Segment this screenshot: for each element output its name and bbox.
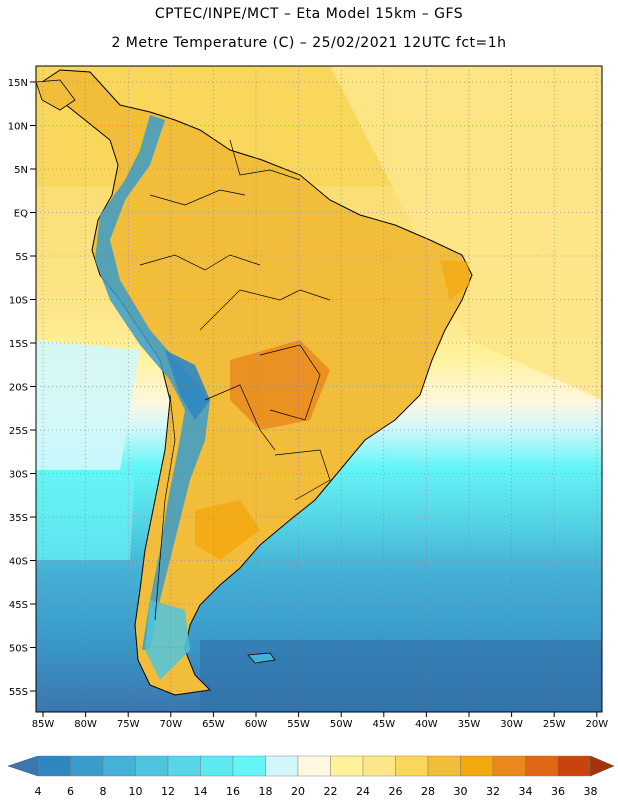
lon-label: 45W [372, 719, 395, 730]
country-borders [139, 139, 331, 621]
lon-label: 80W [74, 719, 97, 730]
lat-label: 45S [9, 600, 28, 611]
latitude-labels: 15N 10N 5N EQ 5S 10S 15S 20S 25S 30S 35S 40S 45S 50S 5… [8, 78, 36, 698]
lon-label: 30W [500, 719, 523, 730]
lat-label: 5S [15, 252, 28, 263]
colorbar-tick-label: 32 [486, 785, 500, 798]
colorbar-tick-label: 28 [421, 785, 435, 798]
colorbar-tick-label: 10 [129, 785, 143, 798]
colorbar-tick-label: 38 [584, 785, 598, 798]
colorbar-ticks: 4 6 8 10 12 14 16 18 20 22 24 26 28 30 32 34 36 38 [35, 785, 598, 798]
colorbar-bin [330, 755, 364, 777]
lat-label: 35S [9, 513, 28, 524]
colorbar-tick-label: 12 [161, 785, 175, 798]
colorbar-tick-label: 8 [100, 785, 107, 798]
colorbar-tick-label: 4 [35, 785, 42, 798]
lat-label: 10N [8, 122, 28, 133]
lat-label: 25S [9, 426, 28, 437]
colorbar-tick-label: 14 [194, 785, 208, 798]
pacific-cool [36, 340, 140, 470]
colorbar-bin [70, 755, 104, 777]
hot-spot-northeast [440, 260, 470, 300]
colorbar-bin [460, 755, 494, 777]
map-field [36, 66, 602, 712]
colorbar-tick-label: 6 [67, 785, 74, 798]
colorbar-tick-label: 24 [356, 785, 370, 798]
colorbar-bin [102, 755, 136, 777]
colorbar-bin [135, 755, 169, 777]
colorbar-bin [37, 755, 71, 777]
lon-label: 50W [330, 719, 353, 730]
lon-label: 20W [585, 719, 608, 730]
atlantic-warm [330, 66, 602, 400]
lon-label: 55W [287, 719, 310, 730]
altiplano-cold [165, 350, 210, 420]
lon-label: 75W [117, 719, 140, 730]
falkland-islands [247, 652, 276, 664]
lat-label: 5N [14, 165, 28, 176]
colorbar-bin [297, 755, 331, 777]
patagonia-cool [145, 600, 190, 680]
colorbar-tick-label: 16 [226, 785, 240, 798]
hot-spot-center [230, 340, 330, 430]
longitude-labels: 85W 80W 75W 70W 65W 60W 55W 50W 45W 40W 35W 30W 25W 2… [32, 712, 608, 730]
lat-label: 20S [9, 383, 28, 394]
lat-label: 40S [9, 557, 28, 568]
lat-label: 15N [8, 78, 28, 89]
lon-label: 85W [32, 719, 55, 730]
colorbar-bin [265, 755, 299, 777]
lat-label: EQ [14, 209, 28, 220]
chart-title: CPTEC/INPE/MCT – Eta Model 15km – GFS [154, 6, 464, 22]
chart-subtitle: 2 Metre Temperature (C) – 25/02/2021 12U… [111, 35, 507, 51]
lon-label: 25W [543, 719, 566, 730]
lon-label: 65W [202, 719, 225, 730]
central-america [36, 79, 76, 111]
lon-label: 35W [458, 719, 481, 730]
lon-label: 40W [415, 719, 438, 730]
colorbar-tick-label: 34 [519, 785, 533, 798]
southern-ocean [200, 640, 602, 712]
lon-label: 60W [245, 719, 268, 730]
colorbar-arrow-high [590, 755, 615, 777]
colorbar-tick-label: 18 [259, 785, 273, 798]
colorbar-arrow-low [7, 755, 39, 777]
colorbar-bin [492, 755, 526, 777]
colorbar-bin [427, 755, 461, 777]
colorbar-tick-label: 20 [291, 785, 305, 798]
colorbar-bin [200, 755, 234, 777]
colorbar-bin [525, 755, 559, 777]
colorbar-tick-label: 36 [551, 785, 565, 798]
lat-label: 50S [9, 644, 28, 655]
lon-label: 70W [159, 719, 182, 730]
lat-label: 10S [9, 296, 28, 307]
colorbar-bin [395, 755, 429, 777]
colorbar-tick-label: 30 [454, 785, 468, 798]
colorbar-bin [362, 755, 396, 777]
colorbar-tick-label: 26 [389, 785, 403, 798]
colorbar-bin [232, 755, 266, 777]
colorbar-bin [167, 755, 201, 777]
lat-label: 30S [9, 470, 28, 481]
colorbar-tick-label: 22 [324, 785, 338, 798]
colorbar [7, 755, 615, 777]
lat-label: 55S [9, 687, 28, 698]
hot-spot-patagonia-north [195, 500, 260, 560]
colorbar-bin [557, 755, 591, 777]
map-frame [35, 65, 603, 713]
lat-label: 15S [9, 339, 28, 350]
